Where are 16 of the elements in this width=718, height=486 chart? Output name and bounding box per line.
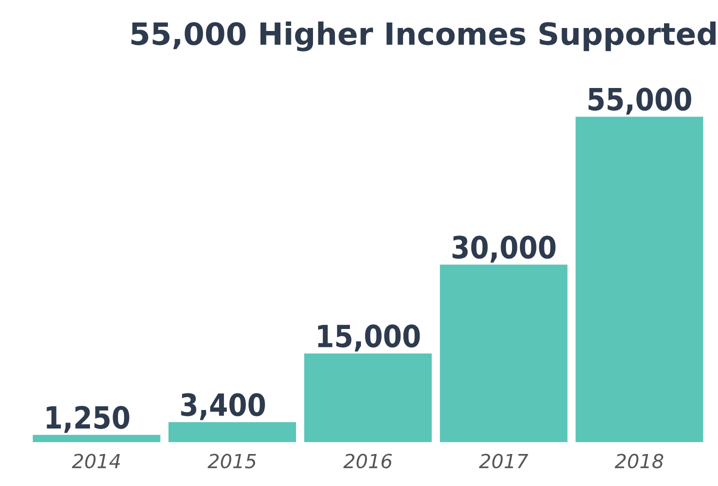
x-tick-label: 2015 [208,454,256,468]
bar [32,434,160,442]
x-tick-label: 2018 [614,454,664,468]
bar [304,353,432,442]
data-label: 30,000 [452,236,556,263]
data-label: 3,400 [181,393,265,420]
data-label: 15,000 [318,324,420,352]
x-tick-label: 2017 [479,454,528,468]
x-tick-label: 2014 [72,454,120,468]
bar [168,422,296,442]
data-label: 1,250 [46,406,130,433]
bar [440,264,568,442]
bar [576,116,704,442]
chart-title: 55,000 Higher Incomes Supported [131,22,716,52]
x-tick-label: 2016 [343,454,392,468]
data-label: 55,000 [588,88,692,115]
